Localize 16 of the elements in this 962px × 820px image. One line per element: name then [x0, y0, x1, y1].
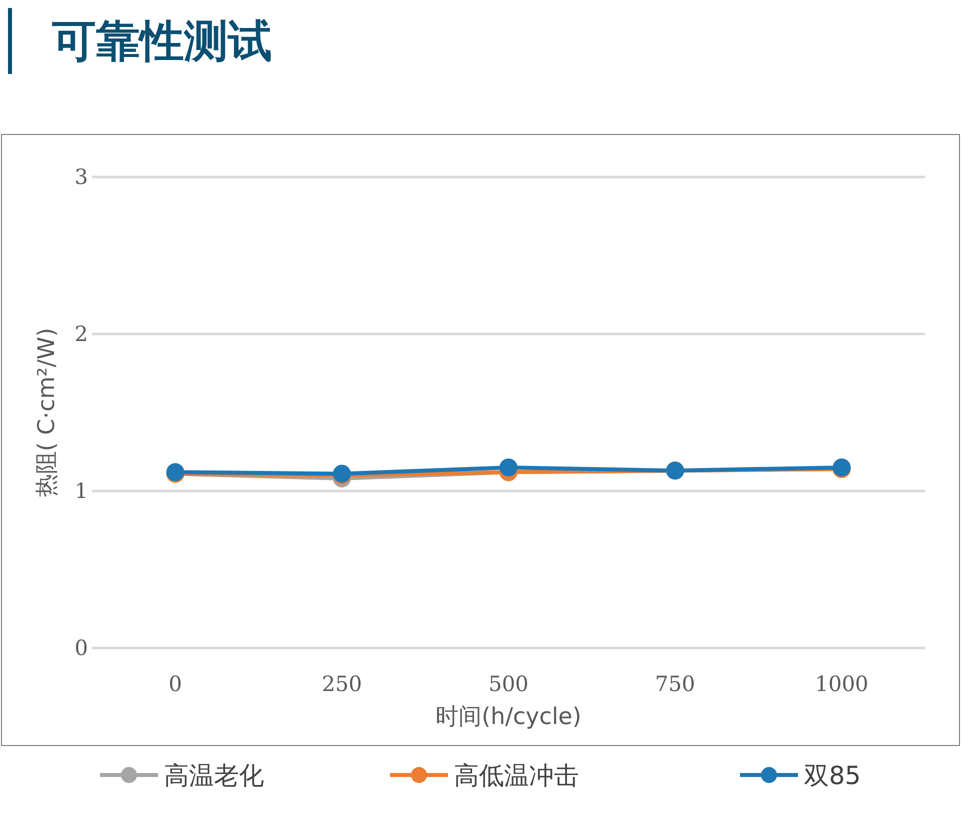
legend-label: 高低温冲击: [454, 761, 579, 790]
x-tick-label: 250: [322, 672, 362, 696]
x-tick-label: 1000: [814, 672, 868, 696]
point: [500, 458, 518, 476]
y-axis-title: 热阻( C·cm²/W): [34, 328, 60, 498]
legend-label: 高温老化: [164, 761, 264, 790]
y-tick-label: 0: [74, 636, 88, 660]
legend-label: 双85: [804, 761, 861, 790]
x-tick-label: 750: [655, 672, 696, 696]
x-tick-label: 500: [488, 672, 529, 696]
y-tick-label: 1: [74, 479, 88, 503]
x-tick-label: 0: [168, 672, 182, 696]
x-axis-title: 时间(h/cycle): [436, 704, 582, 730]
y-tick-label: 2: [74, 322, 88, 346]
chart-title: 可靠性测试: [52, 16, 272, 67]
y-tick-label: 3: [74, 165, 88, 189]
